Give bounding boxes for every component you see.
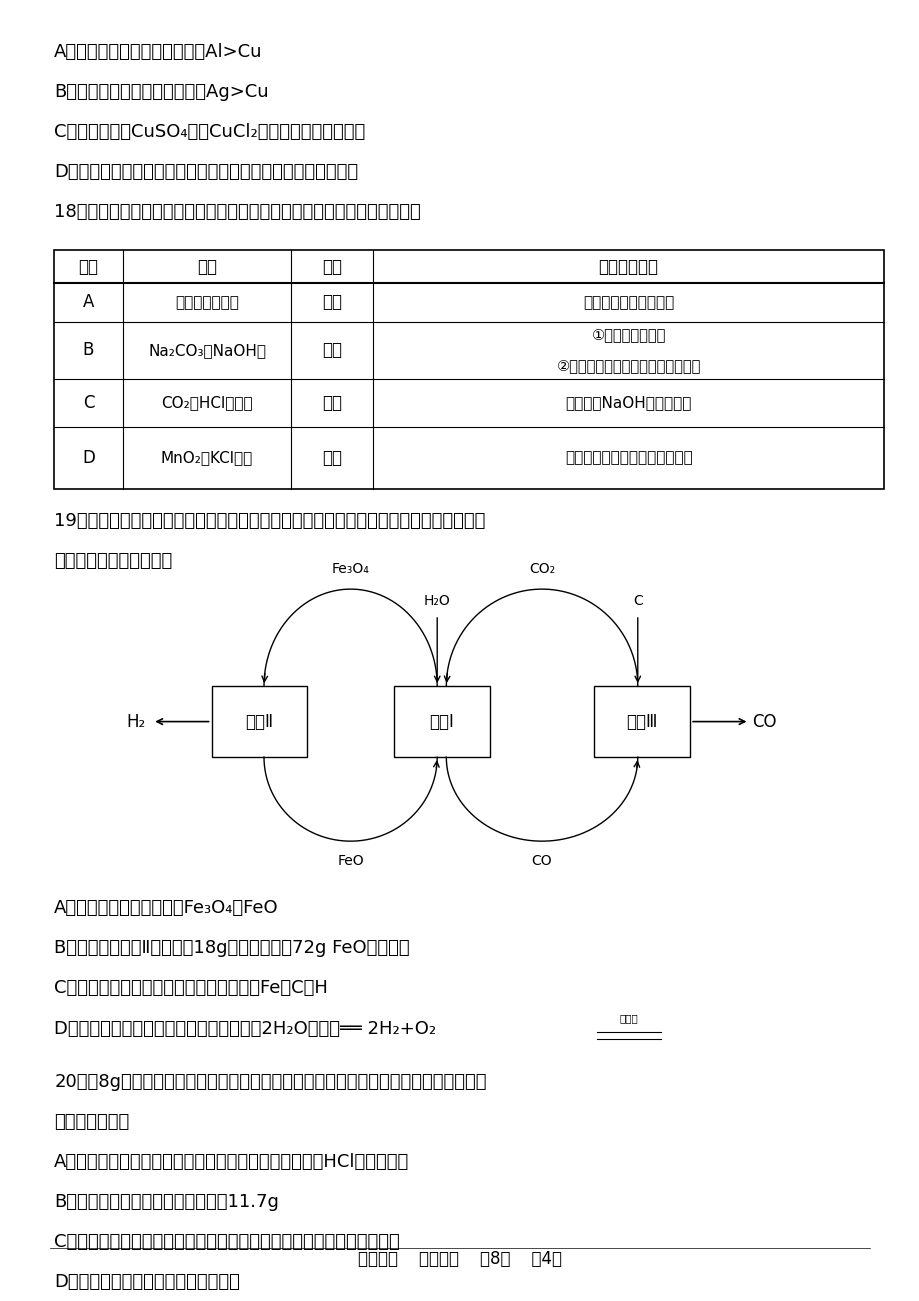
Text: A．氢氧化钠固体在空气中放置时间越久，反应中消耗的HCl的质量越少: A．氢氧化钠固体在空气中放置时间越久，反应中消耗的HCl的质量越少 — [54, 1153, 409, 1171]
Text: B: B — [83, 341, 94, 359]
Text: 鉴别: 鉴别 — [322, 294, 342, 311]
Text: Na₂CO₃（NaOH）: Na₂CO₃（NaOH） — [148, 342, 266, 358]
Text: CO: CO — [752, 713, 776, 731]
Text: 通入饱和NaOH溶液，干燥: 通入饱和NaOH溶液，干燥 — [565, 396, 691, 410]
Text: D．若要探究铝、铜、银活动性顺序，甲、乙、丙实验必须全做: D．若要探究铝、铜、银活动性顺序，甲、乙、丙实验必须全做 — [54, 163, 358, 181]
Text: B．理论上，反应Ⅱ中每加入18g水蒸气，会有72g FeO参加反应: B．理论上，反应Ⅱ中每加入18g水蒸气，会有72g FeO参加反应 — [54, 939, 410, 958]
Text: A: A — [83, 294, 94, 311]
Text: D．加入稀盐酸后，一定立即产生气泡: D．加入稀盐酸后，一定立即产生气泡 — [54, 1272, 240, 1291]
Text: C: C — [632, 595, 642, 609]
Text: D．整个过程的总反应方程式可以表示为：2H₂O（气）══ 2H₂+O₂: D．整个过程的总反应方程式可以表示为：2H₂O（气）══ 2H₂+O₂ — [54, 1020, 436, 1038]
Bar — [594, 686, 689, 757]
Text: 18．下列实验操作中（括号内为待检验物质或杂质）不能达到实验目的的是: 18．下列实验操作中（括号内为待检验物质或杂质）不能达到实验目的的是 — [54, 203, 421, 221]
Text: CO₂: CO₂ — [528, 562, 554, 576]
Text: 目的: 目的 — [322, 258, 342, 276]
Text: 初三年级    化学学科    共8页    第4页: 初三年级 化学学科 共8页 第4页 — [357, 1250, 562, 1268]
Text: 主要实验操作: 主要实验操作 — [598, 258, 658, 276]
Text: A．反应过程中需不断添加Fe₃O₄和FeO: A．反应过程中需不断添加Fe₃O₄和FeO — [54, 899, 278, 917]
Bar — [393, 686, 489, 757]
Text: 检验: 检验 — [322, 341, 342, 359]
Text: ②滴加无色酚酞，观察溶液是否变红: ②滴加无色酚酞，观察溶液是否变红 — [556, 358, 700, 373]
Text: Fe₃O₄: Fe₃O₄ — [332, 562, 369, 576]
Text: 涤纶、羊毛面料: 涤纶、羊毛面料 — [175, 295, 239, 310]
Text: C: C — [83, 394, 94, 412]
Text: 19．下图为某科研机构研究利用铁的氧化物循环裂解水蒸气制氢气的过程示意图。下列关: 19．下图为某科研机构研究利用铁的氧化物循环裂解水蒸气制氢气的过程示意图。下列关 — [54, 513, 485, 531]
Text: H₂O: H₂O — [424, 595, 450, 609]
Text: B．反应生成氯化钠的质量一定等于11.7g: B．反应生成氯化钠的质量一定等于11.7g — [54, 1193, 278, 1211]
Text: 分别取样灼烧、闻气味: 分别取样灼烧、闻气味 — [583, 295, 674, 310]
Text: MnO₂、KCl固体: MnO₂、KCl固体 — [161, 450, 253, 466]
Text: 反应Ⅰ: 反应Ⅰ — [429, 713, 454, 731]
Text: 反应Ⅱ: 反应Ⅱ — [245, 713, 273, 731]
Bar — [54, 250, 883, 489]
Text: FeO: FeO — [337, 853, 364, 868]
Text: 列说法正确的是: 列说法正确的是 — [54, 1112, 130, 1131]
Text: D: D — [82, 449, 95, 467]
Text: H₂: H₂ — [127, 713, 146, 731]
Text: 分离: 分离 — [322, 449, 342, 467]
Text: C．氢氧化钠固体在空气中放置时间越久，固体中氧元素的质量分数越小: C．氢氧化钠固体在空气中放置时间越久，固体中氧元素的质量分数越小 — [54, 1233, 400, 1250]
Text: 20．取8g氢氧化钠固体，在空气中露置一段时间后，加入足量稀盐酸。充分反应后，下: 20．取8g氢氧化钠固体，在空气中露置一段时间后，加入足量稀盐酸。充分反应后，下 — [54, 1072, 486, 1090]
Text: A．由实验甲可知金属活动性：Al>Cu: A．由实验甲可知金属活动性：Al>Cu — [54, 43, 263, 61]
Text: 溶解、过滤、洗涤、烘干、蒸发: 溶解、过滤、洗涤、烘干、蒸发 — [564, 450, 692, 466]
Text: 选项: 选项 — [78, 258, 98, 276]
Text: C．反应过程中元素化合价发生改变的元素Fe、C、H: C．反应过程中元素化合价发生改变的元素Fe、C、H — [54, 980, 328, 998]
Bar — [211, 686, 307, 757]
Text: 物质: 物质 — [197, 258, 217, 276]
Text: CO: CO — [531, 853, 551, 868]
Text: 反应Ⅲ: 反应Ⅲ — [626, 713, 657, 731]
Text: C．实验甲中的CuSO₄改为CuCl₂，也能完成本实验探究: C．实验甲中的CuSO₄改为CuCl₂，也能完成本实验探究 — [54, 124, 365, 141]
Text: 除杂: 除杂 — [322, 394, 342, 412]
Text: 于该过程的说法正确的是: 于该过程的说法正确的是 — [54, 552, 173, 570]
Text: CO₂（HCl气体）: CO₂（HCl气体） — [161, 396, 253, 410]
Text: B．由实验乙可知金属活动性：Ag>Cu: B．由实验乙可知金属活动性：Ag>Cu — [54, 83, 268, 101]
Text: 催化剂: 催化剂 — [618, 1013, 638, 1024]
Text: ①取样，加水溶解: ①取样，加水溶解 — [591, 328, 665, 342]
